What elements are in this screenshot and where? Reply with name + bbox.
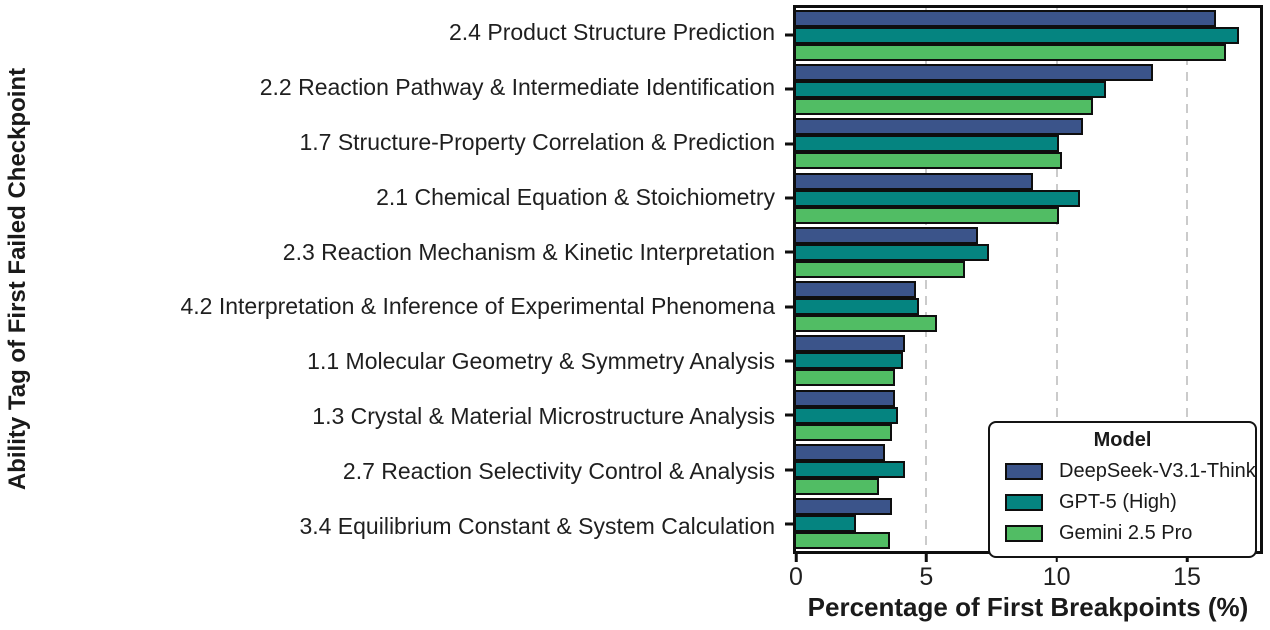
bar-group: [785, 497, 1260, 551]
legend: Model DeepSeek-V3.1-Think GPT-5 (High) Gem…: [988, 421, 1257, 558]
bar-gpt-5-high-: [796, 243, 989, 261]
legend-title: Model: [1093, 429, 1152, 451]
bar-gemini-2-5-pro: [796, 369, 896, 387]
bar-gemini-2-5-pro: [796, 206, 1060, 224]
x-tick-label: 5: [919, 563, 934, 591]
bar-group: [785, 442, 1260, 496]
bar-group: [785, 279, 1260, 333]
y-axis-title: Ability Tag of First Failed Checkpoint: [4, 67, 31, 491]
y-tick-label: 2.2 Reaction Pathway & Intermediate Iden…: [259, 73, 775, 100]
bar-gpt-5-high-: [796, 80, 1107, 98]
y-tick-mark: [785, 359, 793, 363]
y-tick-mark: [785, 142, 793, 146]
bar-gpt-5-high-: [796, 515, 856, 533]
y-tick-mark: [785, 87, 793, 91]
y-tick-labels: 2.4 Product Structure Prediction 2.2 Reac…: [36, 5, 783, 554]
legend-entry: DeepSeek-V3.1-Think: [990, 456, 1256, 487]
legend-label: DeepSeek-V3.1-Think: [1059, 460, 1256, 482]
gridline: [1055, 8, 1058, 551]
bar-group: [785, 8, 1260, 62]
bar-deepseek-v3-1-think: [796, 226, 979, 244]
bar-gpt-5-high-: [796, 135, 1060, 153]
bar-groups: [785, 8, 1260, 551]
gridline: [925, 8, 928, 551]
bar-deepseek-v3-1-think: [796, 444, 885, 462]
y-tick-label: 1.7 Structure-Property Correlation & Pre…: [299, 128, 775, 155]
bar-gpt-5-high-: [796, 406, 898, 424]
bar-group: [785, 388, 1260, 442]
bar-deepseek-v3-1-think: [796, 281, 916, 299]
x-tick-mark: [794, 554, 798, 562]
bar-deepseek-v3-1-think: [796, 118, 1083, 136]
y-tick-label: 2.3 Reaction Mechanism & Kinetic Interpr…: [282, 238, 775, 265]
x-tick-label: 0: [789, 563, 803, 591]
legend-label: Gemini 2.5 Pro: [1059, 522, 1193, 544]
legend-entry: Gemini 2.5 Pro: [990, 518, 1255, 549]
legend-swatch: [1005, 463, 1043, 480]
plot-area: Model DeepSeek-V3.1-Think GPT-5 (High) Gem…: [785, 5, 1263, 558]
bar-gemini-2-5-pro: [796, 532, 890, 550]
legend-entry: GPT-5 (High): [990, 487, 1255, 518]
y-tick-label: 2.1 Chemical Equation & Stoichiometry: [376, 183, 775, 210]
x-tick-mark: [1185, 554, 1189, 562]
bar-gpt-5-high-: [796, 298, 919, 316]
bar-deepseek-v3-1-think: [796, 389, 896, 407]
bar-group: [785, 171, 1260, 225]
bar-gpt-5-high-: [796, 189, 1081, 207]
bar-gpt-5-high-: [796, 461, 906, 479]
legend-swatch: [1005, 525, 1043, 542]
bar-group: [785, 334, 1260, 388]
bar-gemini-2-5-pro: [796, 260, 966, 278]
y-tick-mark: [785, 196, 793, 200]
bar-deepseek-v3-1-think: [796, 9, 1216, 27]
x-tick-mark: [1055, 554, 1058, 562]
y-tick-mark: [785, 468, 793, 472]
bar-gemini-2-5-pro: [796, 97, 1094, 115]
bar-group: [785, 225, 1260, 279]
y-tick-mark: [785, 250, 793, 254]
bar-deepseek-v3-1-think: [796, 172, 1034, 190]
legend-label: GPT-5 (High): [1059, 491, 1177, 513]
y-tick-mark: [785, 522, 793, 526]
y-tick-mark: [785, 305, 793, 309]
legend-entries: DeepSeek-V3.1-Think GPT-5 (High) Gemini 2.…: [990, 456, 1256, 549]
bar-gemini-2-5-pro: [796, 315, 937, 333]
bar-gemini-2-5-pro: [796, 152, 1062, 170]
bar-deepseek-v3-1-think: [796, 63, 1154, 81]
bar-gpt-5-high-: [796, 352, 903, 370]
legend-swatch: [1005, 494, 1043, 511]
gridline: [1186, 8, 1188, 551]
x-tick-label: 10: [1042, 563, 1071, 591]
y-tick-label: 2.7 Reaction Selectivity Control & Analy…: [342, 458, 775, 485]
bar-gemini-2-5-pro: [796, 43, 1227, 61]
bar-gemini-2-5-pro: [796, 423, 893, 441]
y-tick-label: 3.4 Equilibrium Constant & System Calcul…: [299, 513, 775, 540]
x-tick-mark: [925, 554, 928, 562]
y-tick-label: 1.1 Molecular Geometry & Symmetry Analys…: [307, 348, 775, 375]
bar-deepseek-v3-1-think: [796, 335, 906, 353]
x-axis-title: Percentage of First Breakpoints (%): [807, 592, 1249, 622]
bar-gemini-2-5-pro: [796, 478, 880, 496]
bar-gpt-5-high-: [796, 26, 1240, 44]
bar-group: [785, 62, 1260, 116]
x-axis: 0 5 10 15: [789, 554, 1260, 592]
y-tick-mark: [785, 413, 793, 417]
y-tick-mark: [785, 33, 793, 37]
bar-deepseek-v3-1-think: [796, 498, 893, 516]
bar-group: [785, 117, 1260, 171]
x-tick-label: 15: [1173, 563, 1201, 591]
y-tick-label: 2.4 Product Structure Prediction: [449, 18, 775, 45]
y-tick-label: 1.3 Crystal & Material Microstructure An…: [312, 403, 775, 430]
y-tick-label: 4.2 Interpretation & Inference of Experi…: [180, 293, 775, 320]
